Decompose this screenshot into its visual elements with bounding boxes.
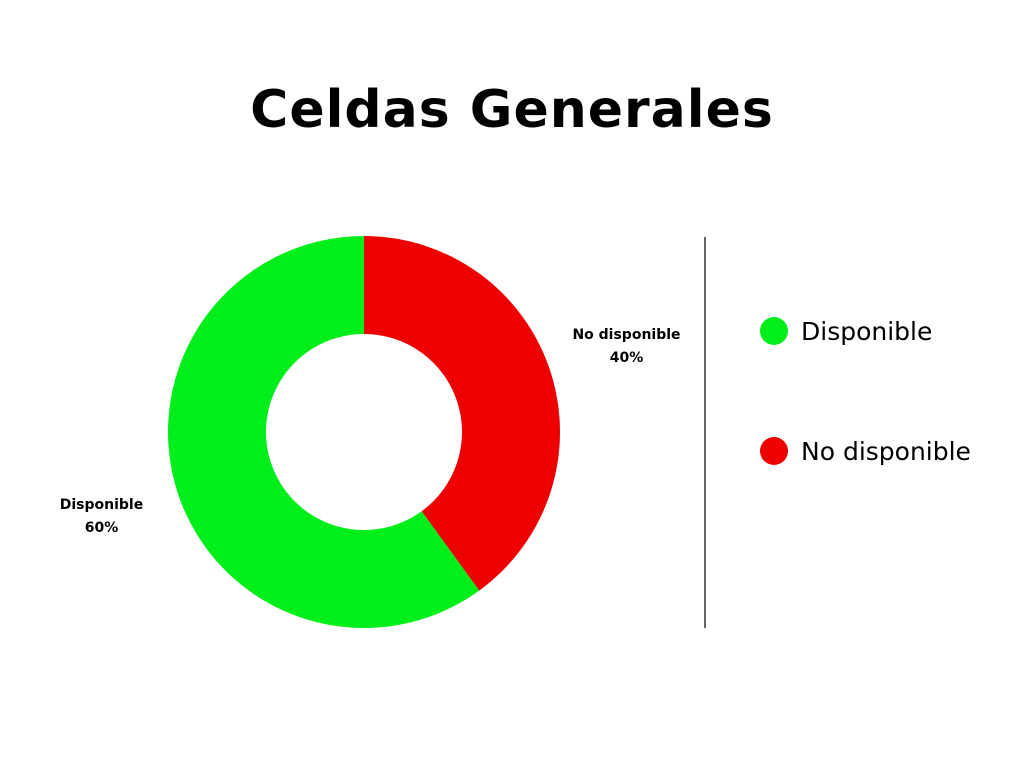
slice-label-disponible-value: 60% <box>84 520 119 537</box>
legend-label-no-disponible: No disponible <box>801 436 971 466</box>
slice-label-disponible-name: Disponible <box>59 497 144 514</box>
donut-slices <box>167 236 560 629</box>
legend-divider <box>704 237 706 628</box>
chart-title: Celdas Generales <box>250 80 774 140</box>
slice-label-disponible: Disponible 60% <box>22 494 182 540</box>
donut-slice-disponible <box>167 236 480 629</box>
legend-swatch-no-disponible <box>760 437 788 465</box>
slice-label-no-disponible-name: No disponible <box>572 326 681 343</box>
legend-swatch-disponible <box>760 317 788 345</box>
donut-slice-no-disponible <box>364 236 560 591</box>
legend-label-disponible: Disponible <box>801 316 933 346</box>
legend-item-disponible: Disponible <box>760 314 932 348</box>
slice-label-no-disponible: No disponible 40% <box>546 324 706 370</box>
slice-label-no-disponible-value: 40% <box>609 349 644 366</box>
legend-item-no-disponible: No disponible <box>760 434 971 468</box>
